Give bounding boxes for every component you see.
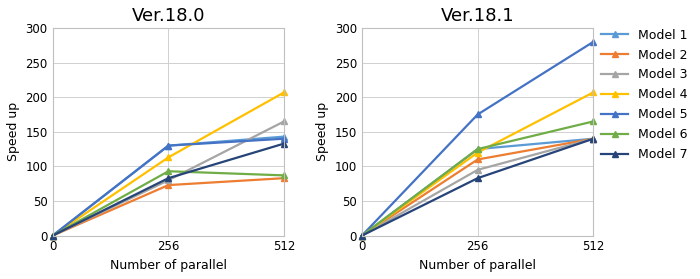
- Model 7: [280, 142, 288, 145]
- Model 3: [358, 234, 366, 237]
- Model 3: [48, 234, 57, 237]
- Line: Model 5: Model 5: [358, 38, 597, 239]
- Line: Model 4: Model 4: [358, 89, 597, 239]
- Model 6: [48, 234, 57, 237]
- X-axis label: Number of parallel: Number of parallel: [419, 259, 536, 272]
- Model 2: [164, 183, 173, 187]
- Model 2: [48, 234, 57, 237]
- Model 4: [48, 234, 57, 237]
- Model 3: [164, 179, 173, 182]
- Model 7: [473, 177, 482, 180]
- Model 1: [280, 135, 288, 138]
- Model 1: [589, 137, 598, 140]
- Title: Ver.18.0: Ver.18.0: [132, 7, 205, 25]
- Model 3: [473, 168, 482, 172]
- Y-axis label: Speed up: Speed up: [316, 102, 329, 161]
- Line: Model 7: Model 7: [358, 135, 597, 239]
- Model 6: [358, 234, 366, 237]
- Model 2: [589, 137, 598, 140]
- Model 5: [280, 137, 288, 140]
- Model 2: [280, 177, 288, 180]
- Model 4: [358, 234, 366, 237]
- Model 6: [589, 120, 598, 123]
- Model 1: [164, 144, 173, 147]
- Model 5: [473, 113, 482, 116]
- Line: Model 6: Model 6: [49, 168, 288, 239]
- Model 7: [589, 137, 598, 140]
- Model 7: [358, 234, 366, 237]
- Line: Model 2: Model 2: [358, 135, 597, 239]
- Line: Model 5: Model 5: [49, 135, 288, 239]
- Model 5: [164, 144, 173, 147]
- Line: Model 1: Model 1: [358, 135, 597, 239]
- Model 1: [48, 234, 57, 237]
- Model 4: [164, 156, 173, 159]
- Model 7: [164, 177, 173, 180]
- Line: Model 2: Model 2: [49, 175, 288, 239]
- Model 1: [473, 147, 482, 151]
- Model 6: [164, 170, 173, 173]
- Model 3: [589, 137, 598, 140]
- Line: Model 3: Model 3: [358, 135, 597, 239]
- Line: Model 3: Model 3: [49, 118, 288, 239]
- Model 3: [280, 120, 288, 123]
- Model 4: [589, 91, 598, 94]
- Model 5: [48, 234, 57, 237]
- Model 6: [280, 174, 288, 177]
- Model 5: [358, 234, 366, 237]
- Line: Model 7: Model 7: [49, 140, 288, 239]
- X-axis label: Number of parallel: Number of parallel: [110, 259, 227, 272]
- Model 5: [589, 40, 598, 44]
- Model 6: [473, 147, 482, 151]
- Model 2: [473, 158, 482, 161]
- Y-axis label: Speed up: Speed up: [7, 102, 20, 161]
- Model 4: [473, 151, 482, 154]
- Line: Model 4: Model 4: [49, 89, 288, 239]
- Line: Model 1: Model 1: [49, 133, 288, 239]
- Model 4: [280, 91, 288, 94]
- Model 1: [358, 234, 366, 237]
- Title: Ver.18.1: Ver.18.1: [441, 7, 514, 25]
- Legend: Model 1, Model 2, Model 3, Model 4, Model 5, Model 6, Model 7: Model 1, Model 2, Model 3, Model 4, Mode…: [596, 24, 693, 166]
- Line: Model 6: Model 6: [358, 118, 597, 239]
- Model 2: [358, 234, 366, 237]
- Model 7: [48, 234, 57, 237]
